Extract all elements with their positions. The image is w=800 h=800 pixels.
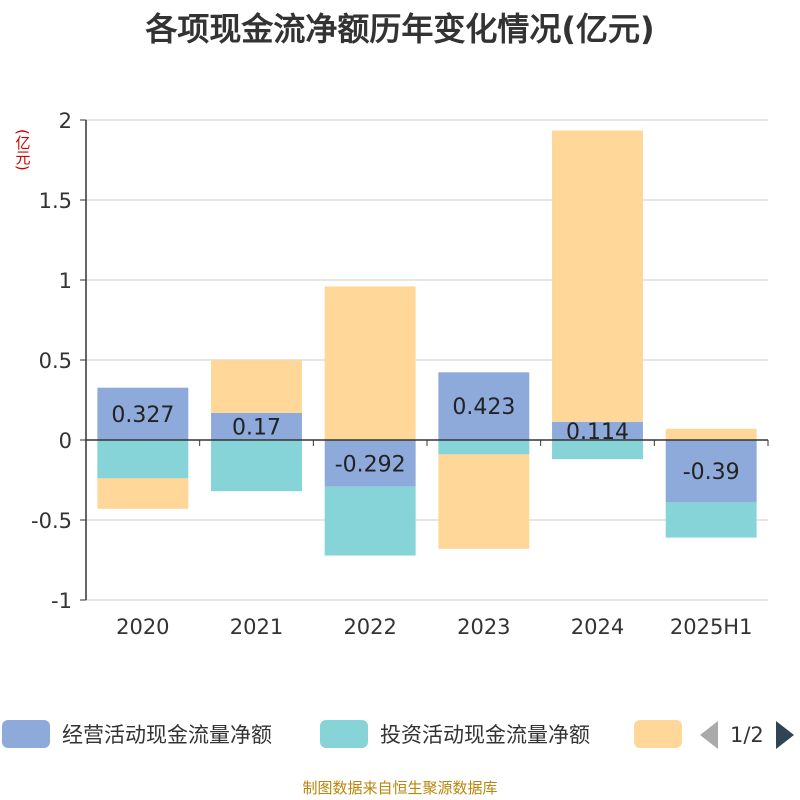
legend-swatch-third xyxy=(634,720,682,748)
bar-series0-2024 xyxy=(552,421,643,440)
x-tick-label: 2020 xyxy=(116,615,169,639)
source-note: 制图数据来自恒生聚源数据库 xyxy=(302,779,498,797)
bar-series2-2020 xyxy=(97,478,189,509)
bar-series2-2021 xyxy=(211,360,302,413)
triangle-left-icon[interactable] xyxy=(700,721,718,749)
legend-label-operating: 经营活动现金流量净额 xyxy=(62,723,272,747)
data-label: 0.423 xyxy=(452,395,515,420)
legend-item-operating-cash-flow[interactable]: 经营活动现金流量净额 xyxy=(2,714,272,754)
x-tick-label: 2024 xyxy=(571,615,624,639)
data-label: -0.39 xyxy=(683,460,740,485)
legend-swatch-operating xyxy=(2,720,50,748)
bar-series2-2025H1 xyxy=(665,428,757,440)
triangle-right-icon[interactable] xyxy=(775,721,794,749)
bar-series2-2024 xyxy=(552,130,643,422)
legend-item-investing-cash-flow[interactable]: 投资活动现金流量净额 xyxy=(320,714,590,754)
legend-item-third-series[interactable] xyxy=(634,714,682,754)
bar-series0-2025H1 xyxy=(665,440,757,503)
y-tick-label: 1.5 xyxy=(39,189,72,213)
bar-series1-2023 xyxy=(438,440,530,455)
x-tick-label: 2023 xyxy=(457,615,510,639)
legend-pager: 1/2 xyxy=(700,716,794,754)
y-tick-label: -1 xyxy=(51,589,72,613)
x-tick-label: 2022 xyxy=(343,615,396,639)
bar-series1-2021 xyxy=(211,440,302,492)
bar-series2-2022 xyxy=(324,286,416,440)
bar-series0-2022 xyxy=(324,440,416,487)
bar-series1-2022 xyxy=(324,486,416,556)
y-tick-label: 2 xyxy=(59,109,72,133)
y-tick-label: 0 xyxy=(59,429,72,453)
bar-series1-2025H1 xyxy=(665,502,757,538)
y-axis-unit-label: (亿元) xyxy=(13,129,32,171)
legend-page-indicator: 1/2 xyxy=(730,723,764,747)
y-tick-label: 1 xyxy=(59,269,72,293)
y-tick-label: 0.5 xyxy=(39,349,72,373)
data-label: 0.327 xyxy=(111,403,174,428)
chart-title: 各项现金流净额历年变化情况(亿元) xyxy=(145,10,655,48)
bar-series1-2024 xyxy=(552,440,643,460)
legend-label-investing: 投资活动现金流量净额 xyxy=(380,723,590,747)
bar-series2-2023 xyxy=(438,454,530,549)
x-tick-label: 2025H1 xyxy=(670,615,753,639)
legend-swatch-investing xyxy=(320,720,368,748)
bar-series0-2021 xyxy=(211,412,302,440)
bar-series1-2020 xyxy=(97,440,189,479)
data-label: 0.114 xyxy=(566,420,629,445)
y-tick-label: -0.5 xyxy=(31,509,72,533)
bar-series0-2020 xyxy=(97,387,189,440)
data-label: -0.292 xyxy=(335,452,406,477)
data-label: 0.17 xyxy=(232,415,281,440)
bar-series0-2023 xyxy=(438,372,530,440)
x-tick-label: 2021 xyxy=(230,615,283,639)
bar-chart: -1 -0.5 0 0.5 1 1.5 2 2020 2021 2022 2023 2024 2025H… xyxy=(31,109,769,639)
